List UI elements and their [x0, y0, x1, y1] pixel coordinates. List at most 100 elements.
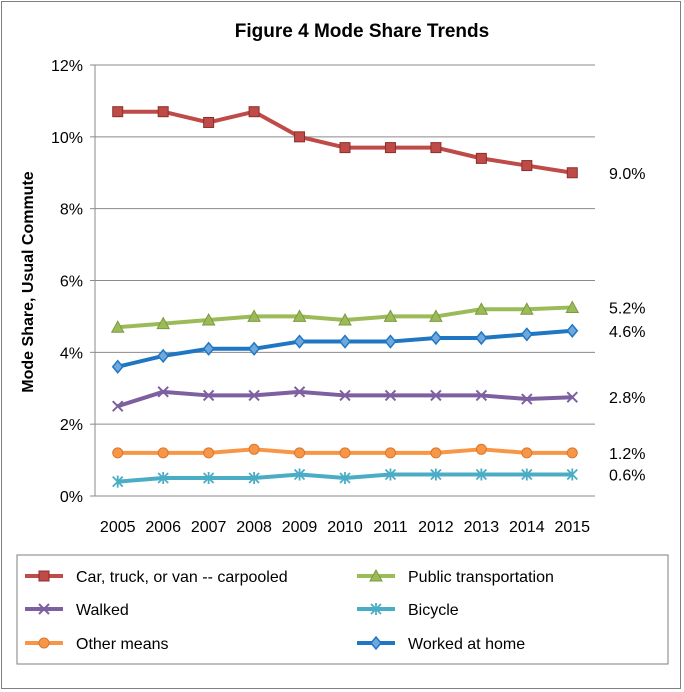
data-point [430, 142, 442, 154]
data-point [384, 468, 397, 481]
data-point [248, 106, 260, 118]
data-point [519, 302, 534, 315]
tick-labels: 0% 2% 4% 6% 8% 10% 12% 2005 2006 2007 2008 2009 2010… [51, 58, 590, 536]
end-value-label: 2.8% [609, 390, 645, 407]
y-tick-label: 4% [60, 345, 83, 362]
legend-marker [38, 637, 50, 649]
y-tick-label: 2% [60, 417, 83, 434]
data-point [294, 447, 306, 459]
data-point [521, 393, 533, 405]
data-point [112, 106, 124, 118]
end-value-label: 4.6% [609, 324, 645, 341]
legend-item: Other means [25, 636, 168, 653]
data-point [292, 309, 307, 322]
legend-label: Walked [76, 602, 129, 619]
data-point [566, 323, 579, 338]
data-point [157, 472, 169, 485]
data-point [157, 106, 169, 118]
data-point [566, 391, 578, 403]
chart-title: Figure 4 Mode Share Trends [235, 21, 489, 42]
data-point [248, 443, 260, 455]
series-group [111, 323, 579, 374]
end-value-label: 0.6% [609, 467, 645, 484]
data-point [384, 142, 396, 154]
data-point [566, 167, 578, 179]
data-point [110, 320, 125, 333]
data-point [339, 447, 351, 459]
legend-label: Bicycle [408, 602, 459, 619]
legend-item: Walked [25, 602, 129, 619]
series-group [112, 443, 578, 459]
axes [90, 64, 595, 497]
x-tick-label: 2011 [373, 519, 408, 536]
end-labels: 9.0% 5.2% 2.8% 0.6% 1.2% 4.6% [609, 166, 645, 485]
x-tick-label: 2009 [282, 519, 318, 536]
legend-label: Worked at home [408, 636, 525, 653]
data-point [384, 447, 396, 459]
series-group [112, 468, 578, 488]
data-point [383, 309, 398, 322]
legend: Car, truck, or van -- carpooled Public tr… [16, 554, 669, 665]
x-tick-label: 2007 [191, 519, 227, 536]
data-point [293, 468, 306, 481]
legend-label: Car, truck, or van -- carpooled [76, 569, 288, 586]
series-group [110, 300, 580, 333]
x-tick-label: 2010 [327, 519, 363, 536]
legend-box [16, 554, 669, 665]
x-tick-label: 2014 [509, 519, 545, 536]
y-axis-label: Mode Share, Usual Commute [20, 171, 37, 392]
data-point [248, 341, 261, 356]
legend-marker [370, 603, 382, 615]
data-point [475, 152, 487, 164]
data-point [475, 468, 488, 481]
y-tick-label: 0% [60, 489, 83, 506]
data-point [338, 312, 352, 326]
x-tick-label: 2005 [100, 519, 136, 536]
data-point [293, 386, 306, 398]
data-point [384, 334, 397, 349]
legend-marker [38, 603, 50, 615]
data-point [521, 468, 533, 481]
data-point [429, 330, 442, 346]
data-point [248, 389, 260, 402]
data-point [430, 389, 442, 402]
x-tick-label: 2012 [418, 519, 454, 536]
data-point [203, 447, 215, 459]
data-point [520, 327, 533, 342]
data-point [157, 348, 170, 364]
data-point [293, 334, 306, 349]
data-point [248, 472, 260, 485]
y-tick-label: 8% [60, 202, 83, 219]
data-point [430, 468, 442, 481]
end-value-label: 5.2% [609, 300, 645, 317]
gridlines [95, 64, 595, 425]
data-point [521, 447, 533, 459]
data-point [430, 447, 442, 459]
x-tick-label: 2008 [236, 519, 272, 536]
data-point [203, 116, 215, 128]
data-point [475, 389, 488, 402]
data-point [112, 447, 124, 459]
legend-marker [38, 570, 50, 582]
series-group [112, 106, 578, 179]
data-point [566, 468, 578, 481]
x-tick-label: 2006 [145, 519, 181, 536]
y-tick-label: 6% [60, 274, 83, 291]
data-point [247, 309, 261, 322]
y-tick-label: 10% [51, 130, 83, 147]
data-point [339, 334, 351, 349]
legend-item: Car, truck, or van -- carpooled [25, 569, 288, 586]
data-point [384, 389, 397, 402]
data-point [339, 389, 351, 402]
data-point [156, 316, 171, 330]
data-point [202, 389, 215, 402]
data-point [565, 300, 580, 313]
data-point [201, 312, 216, 326]
legend-item: Public transportation [357, 568, 554, 586]
y-tick-label: 12% [51, 58, 83, 75]
data-point [294, 131, 306, 143]
data-point [474, 302, 489, 315]
data-point [475, 443, 487, 455]
data-point [202, 472, 215, 485]
